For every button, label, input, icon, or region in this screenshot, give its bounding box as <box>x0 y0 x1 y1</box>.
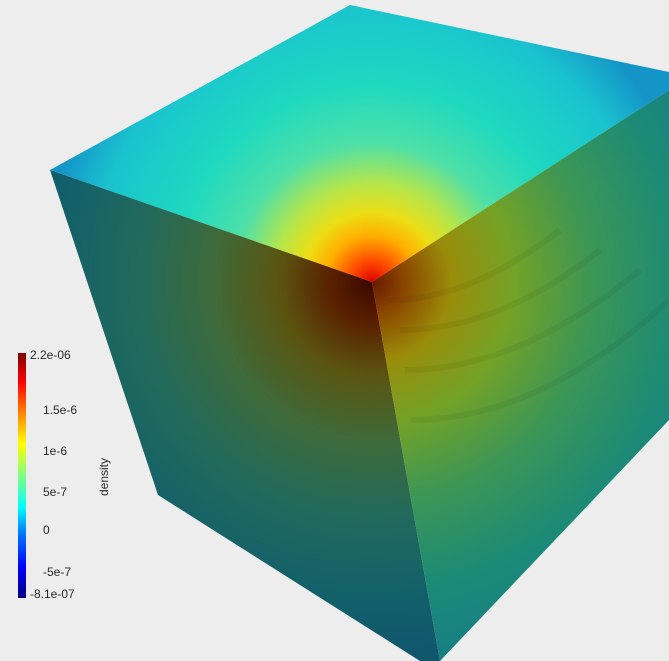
color-legend-bar <box>18 353 26 598</box>
cube-right-face <box>372 90 669 661</box>
cube-top-face <box>50 5 669 282</box>
cube <box>50 5 669 661</box>
color-legend <box>18 353 26 598</box>
contour-bands <box>389 227 669 423</box>
cube-left-face <box>50 170 440 661</box>
